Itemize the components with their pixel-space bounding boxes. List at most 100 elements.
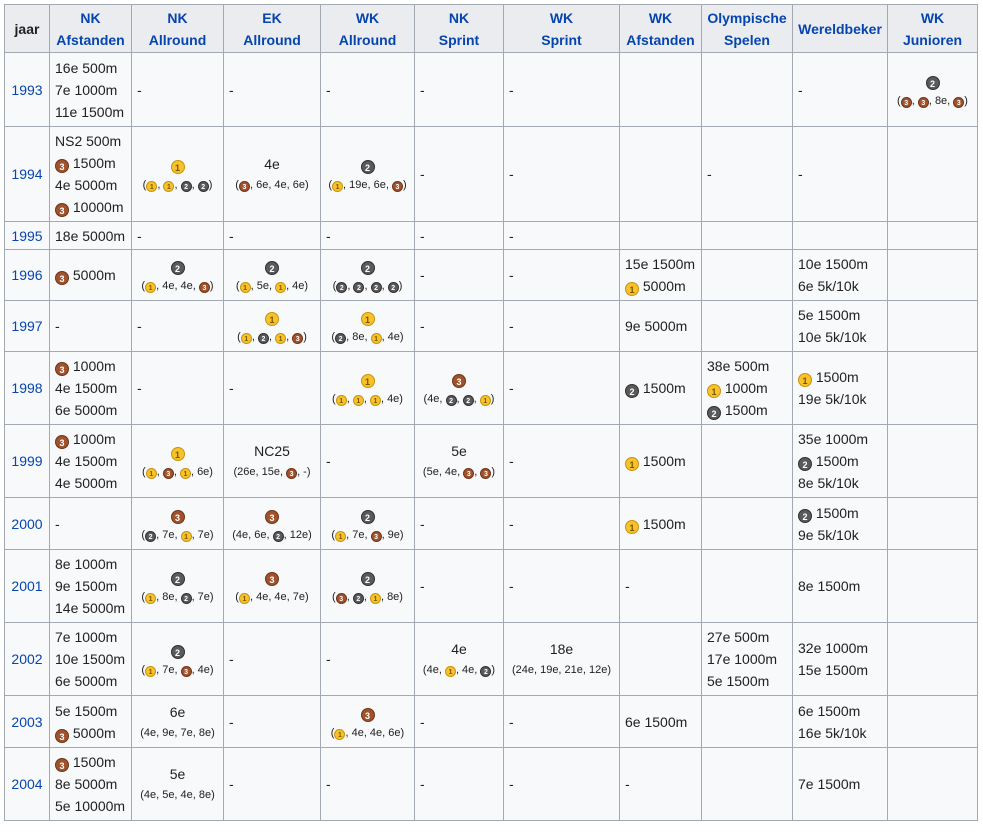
cell-text: , <box>363 393 370 405</box>
distance-breakdown: (1, 4e, 4e, 7e) <box>229 587 315 607</box>
distance-breakdown: (1, 19e, 6e, 3) <box>326 175 409 195</box>
cell-text: , 19e, 6e, <box>343 179 392 191</box>
result-cell: - <box>223 695 321 748</box>
column-header-link[interactable]: EK <box>262 9 282 26</box>
year-link[interactable]: 2002 <box>11 651 43 667</box>
column-header-link[interactable]: Junioren <box>902 31 963 48</box>
result-cell: 1(1, 1, 1, 4e) <box>320 351 415 425</box>
year-cell: 2001 <box>4 549 50 623</box>
column-header-10[interactable]: WK Junioren <box>887 4 978 53</box>
result-line: 8e 5k/10k <box>798 472 882 494</box>
column-header-link[interactable]: WK <box>355 9 380 26</box>
result-line: 1 1500m <box>625 513 696 535</box>
column-header-link[interactable]: NK <box>448 9 470 26</box>
result-cell: 32e 1000m 15e 1500m <box>792 622 888 696</box>
cell-text: ( <box>330 726 335 739</box>
result-cell: - <box>414 549 504 623</box>
result-cell: 3(1, 4e, 4e, 6e) <box>320 695 415 748</box>
year-link[interactable]: 2000 <box>11 515 43 532</box>
column-header-8[interactable]: Olympische Spelen <box>701 4 793 53</box>
year-link[interactable]: 1995 <box>11 227 43 244</box>
column-header-link[interactable]: Sprint <box>541 31 582 48</box>
year-link[interactable]: 1999 <box>11 453 43 469</box>
result-cell <box>887 351 978 425</box>
result-cell: 8e 1000m 9e 1500m 14e 5000m <box>49 549 132 623</box>
cell-text: 1000m <box>721 380 768 396</box>
column-header-link[interactable]: NK <box>167 9 188 26</box>
column-header-link[interactable]: WK <box>549 9 574 26</box>
silver-medal-icon: 2 <box>360 572 375 586</box>
column-header-link[interactable]: Allround <box>148 31 207 48</box>
gold-medal-icon: 1 <box>798 373 812 387</box>
column-header-link[interactable]: Afstanden <box>626 31 695 48</box>
column-header-9[interactable]: Wereldbeker <box>792 4 888 53</box>
year-link[interactable]: 1996 <box>11 267 43 283</box>
column-header-link[interactable]: WK <box>648 9 673 26</box>
cell-text: ( <box>328 179 333 191</box>
column-header-link[interactable]: NK <box>80 9 101 26</box>
result-line: 7e 1500m <box>798 773 882 795</box>
result-line: 16e 500m <box>55 57 126 79</box>
year-link[interactable]: 2003 <box>11 713 43 730</box>
table-body: 1993 16e 500m 7e 1000m 11e 1500m - - - - - -2(3, … <box>4 52 978 821</box>
cell-text: 7e 1500m <box>798 776 861 792</box>
header-row: jaar NK Afstanden NK Allround EK Allround WK All… <box>4 4 978 53</box>
cell-text: - <box>137 227 142 244</box>
column-header-6[interactable]: WK Sprint <box>503 4 620 53</box>
cell-text: ( <box>142 179 147 191</box>
silver-medal-icon: 2 <box>360 160 375 174</box>
result-cell <box>701 52 793 127</box>
cell-text: , <box>286 331 293 343</box>
overall-result: 3 <box>326 701 409 723</box>
year-link[interactable]: 1993 <box>11 81 43 98</box>
result-cell: 2(1, 5e, 1, 4e) <box>223 249 321 301</box>
cell-text: ) <box>303 331 307 343</box>
cell-text: , <box>363 591 370 603</box>
column-header-link[interactable]: Sprint <box>438 31 480 48</box>
column-header-link[interactable]: Afstanden <box>56 31 125 48</box>
column-header-link[interactable]: Spelen <box>724 31 770 48</box>
column-header-5[interactable]: NK Sprint <box>414 4 504 53</box>
year-link[interactable]: 2001 <box>11 578 43 594</box>
column-header-link[interactable]: Wereldbeker <box>798 20 882 37</box>
gold-medal-icon: 1 <box>369 395 381 406</box>
distance-breakdown: (26e, 15e, 3, -) <box>229 462 315 482</box>
result-cell <box>887 497 978 550</box>
cell-text: - <box>326 776 331 792</box>
result-line: 3 1000m <box>55 428 126 450</box>
column-header-link[interactable]: Allround <box>338 31 397 48</box>
column-header-link[interactable]: WK <box>920 9 945 26</box>
result-line: 8e 1000m <box>55 553 126 575</box>
column-header-1[interactable]: NK Afstanden <box>49 4 132 53</box>
result-cell: 3 5000m <box>49 249 132 301</box>
bronze-medal-icon: 3 <box>265 509 279 524</box>
result-cell: - <box>503 52 620 127</box>
distance-breakdown: (1, 2, 1, 3) <box>229 327 315 347</box>
year-link[interactable]: 1994 <box>11 166 43 182</box>
column-header-2[interactable]: NK Allround <box>131 4 224 53</box>
result-cell: 8e 1500m <box>792 549 888 623</box>
result-cell: 27e 500m 17e 1000m 5e 1500m <box>701 622 793 696</box>
distance-breakdown: (3, 6e, 4e, 6e) <box>229 175 315 195</box>
cell-text: 1500m <box>812 504 859 521</box>
results-table: jaar NK Afstanden NK Allround EK Allround WK All… <box>4 4 978 821</box>
year-link[interactable]: 1998 <box>11 380 43 396</box>
cell-text: - <box>326 453 331 469</box>
result-cell: 3 1000m 4e 1500m 6e 5000m <box>49 351 132 425</box>
silver-medal-icon: 2 <box>170 645 185 659</box>
result-cell <box>701 249 793 301</box>
result-line: 3 1000m <box>55 355 126 377</box>
column-header-link[interactable]: Allround <box>243 31 301 48</box>
cell-text: , 4e) <box>380 393 403 405</box>
column-header-7[interactable]: WK Afstanden <box>619 4 702 53</box>
year-link[interactable]: 1997 <box>11 318 43 334</box>
cell-text: 9e 1500m <box>55 578 118 594</box>
cell-text: ) <box>209 280 214 292</box>
cell-text: 35e 1000m <box>798 431 869 447</box>
distance-breakdown: (1, 1, 2, 2) <box>137 175 218 195</box>
column-header-4[interactable]: WK Allround <box>320 4 415 53</box>
year-link[interactable]: 2004 <box>11 776 43 792</box>
result-cell: - <box>792 52 888 127</box>
column-header-link[interactable]: Olympische <box>707 9 787 26</box>
column-header-3[interactable]: EK Allround <box>223 4 321 53</box>
